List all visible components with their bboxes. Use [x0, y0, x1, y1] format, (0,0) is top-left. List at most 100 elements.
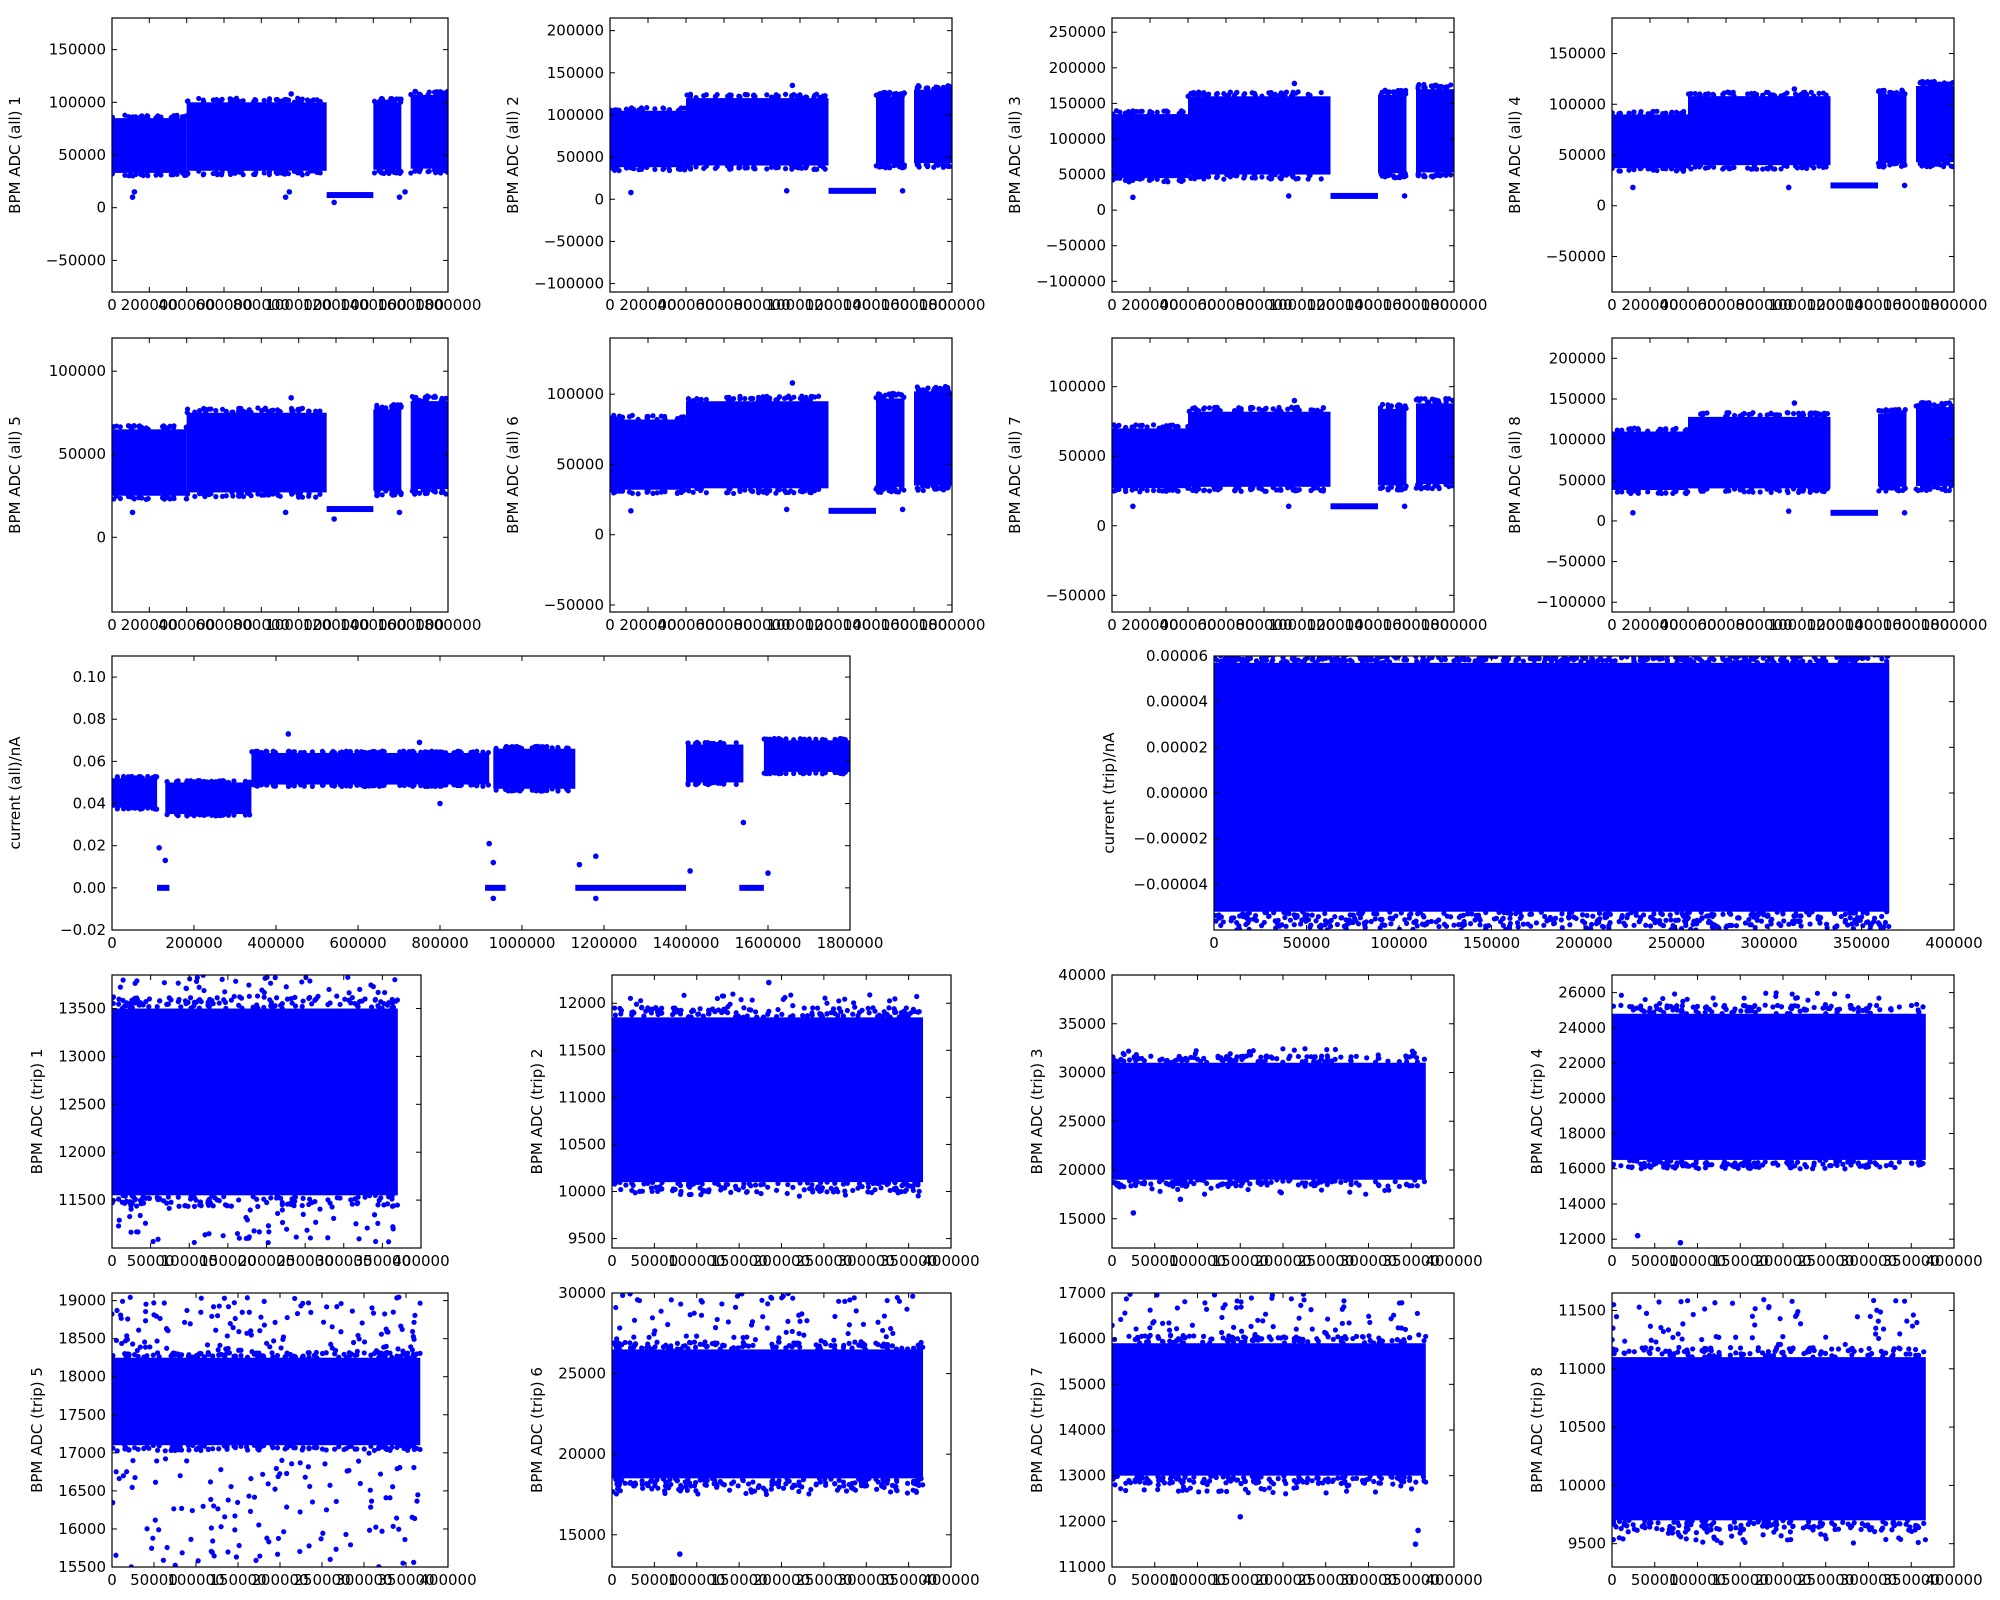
data-point: [1363, 919, 1369, 925]
data-point: [939, 388, 945, 394]
data-point: [685, 780, 691, 786]
x-tick-label: 400000: [657, 296, 714, 314]
data-point: [1774, 486, 1780, 493]
data-point: [413, 88, 419, 95]
data-point: [250, 1004, 256, 1010]
data-point: [1536, 656, 1542, 662]
data-point: [1414, 1055, 1420, 1061]
data-point: [1483, 926, 1489, 930]
data-point: [1683, 1011, 1690, 1017]
data-point: [128, 494, 135, 500]
data-point: [842, 1188, 848, 1194]
data-point: [1929, 79, 1935, 85]
data-point: [394, 1202, 401, 1208]
data-point: [273, 995, 280, 1001]
low-band: [828, 187, 876, 194]
plot-area: [112, 393, 448, 522]
data-point: [1272, 918, 1278, 924]
data-point: [320, 782, 326, 788]
data-point: [764, 92, 770, 98]
data-point: [1774, 412, 1780, 418]
data-point: [1313, 918, 1319, 924]
data-point: [1824, 411, 1831, 417]
data-point: [229, 489, 235, 496]
data-point: [816, 486, 822, 492]
data-point: [356, 1236, 362, 1242]
x-tick-label: 1400000: [340, 296, 407, 314]
data-point: [1721, 1002, 1728, 1009]
data-point: [856, 1009, 863, 1015]
data-point: [1699, 650, 1704, 655]
data-point: [1567, 645, 1572, 650]
data-point: [1877, 1007, 1883, 1013]
data-point: [666, 167, 673, 174]
data-point: [1694, 650, 1699, 655]
data-point: [1566, 914, 1572, 920]
data-point: [1250, 484, 1256, 490]
data-point: [1823, 164, 1829, 170]
data-point: [263, 748, 269, 754]
data-point: [1514, 920, 1521, 926]
data-point: [1681, 108, 1687, 115]
data-point: [1768, 489, 1774, 496]
data-point: [264, 975, 270, 980]
data-point: [1731, 660, 1737, 666]
data-point: [1241, 92, 1247, 98]
x-tick-label: 400000: [1659, 616, 1716, 634]
data-point: [1323, 920, 1330, 926]
x-tick-label: 1800000: [1421, 296, 1488, 314]
data-point: [134, 996, 140, 1003]
data-point: [358, 782, 364, 788]
data-point: [299, 979, 305, 985]
data-point: [1406, 915, 1412, 921]
y-axis-label: current (trip)/nA: [1100, 732, 1118, 854]
data-point: [1645, 166, 1651, 172]
data-point: [1950, 163, 1954, 170]
y-tick-label: 150000: [1549, 45, 1606, 63]
data-point: [244, 409, 251, 415]
data-point: [773, 163, 779, 169]
data-point: [648, 1185, 655, 1191]
data-point: [790, 1003, 796, 1009]
data-point: [1390, 89, 1396, 95]
data-band: [1878, 94, 1907, 164]
data-point: [730, 991, 736, 997]
data-point: [1804, 91, 1810, 98]
data-point: [934, 386, 941, 392]
data-point: [1645, 656, 1651, 662]
x-tick-label: 50000: [1131, 1252, 1179, 1270]
data-point: [1867, 1159, 1873, 1165]
data-point: [1402, 917, 1408, 923]
data-point: [432, 90, 439, 96]
data-point: [1602, 650, 1607, 655]
data-point: [1267, 91, 1274, 97]
data-point: [232, 169, 238, 176]
data-point: [120, 977, 126, 983]
data-point: [422, 782, 429, 788]
data-point: [206, 1231, 212, 1237]
data-point: [275, 1210, 281, 1217]
data-point: [1302, 1046, 1308, 1052]
data-point: [1759, 648, 1764, 653]
data-point: [228, 1203, 234, 1209]
data-point: [1750, 646, 1755, 651]
data-point: [390, 1226, 396, 1232]
data-point: [1779, 656, 1785, 661]
low-band: [1330, 503, 1378, 510]
data-point: [375, 989, 381, 996]
data-point: [787, 1014, 793, 1020]
data-point: [1352, 648, 1357, 653]
x-tick-label: 0: [1107, 1252, 1117, 1270]
x-tick-label: 0: [1607, 296, 1617, 314]
data-point: [1307, 924, 1313, 930]
data-point: [1520, 921, 1526, 927]
data-point: [388, 96, 394, 102]
y-tick-label: 0.00002: [1146, 738, 1208, 756]
data-point: [152, 806, 159, 812]
data-point: [375, 1202, 381, 1208]
data-point: [129, 1193, 135, 1199]
x-tick-label: 1600000: [735, 934, 802, 952]
y-tick-label: 12500: [58, 1095, 106, 1113]
data-point: [1746, 489, 1752, 495]
